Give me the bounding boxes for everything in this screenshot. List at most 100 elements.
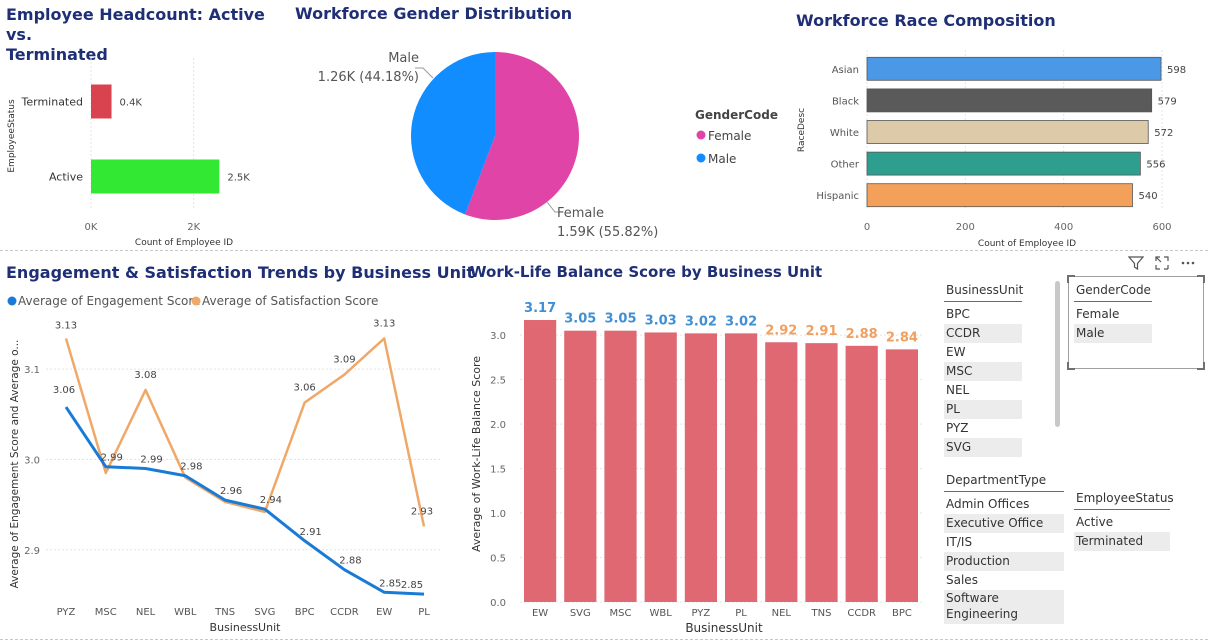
bar <box>866 56 1162 81</box>
y-axis-title: Average of Engagement Score and Average … <box>9 340 21 589</box>
gender-title: Workforce Gender Distribution <box>295 4 573 23</box>
data-label: 2.85 <box>379 578 401 589</box>
bar <box>564 330 597 602</box>
gender-code-item-label: Female <box>1076 307 1120 321</box>
data-label: 2.92 <box>765 323 797 338</box>
engagement-title: Engagement & Satisfaction Trends by Busi… <box>6 263 475 282</box>
department-type-slicer-header: DepartmentType <box>944 473 1064 492</box>
frame-corner <box>1197 362 1205 370</box>
bar <box>725 333 758 602</box>
gender-slicer-frame <box>1067 275 1205 370</box>
legend-marker <box>191 296 201 306</box>
legend-item: Female <box>708 129 751 143</box>
gender-code-item-label: Male <box>1076 326 1105 340</box>
frame-corner <box>1197 275 1205 283</box>
data-label: 2.84 <box>886 330 918 345</box>
x-tick-label: BPC <box>295 607 315 618</box>
focus-mode-icon[interactable] <box>1154 255 1170 271</box>
data-label: 2.93 <box>411 506 433 517</box>
data-label: 598 <box>1167 65 1186 76</box>
filter-icon[interactable] <box>1128 255 1144 271</box>
y-axis-title: Average of Work-Life Balance Score <box>470 356 483 552</box>
business-unit-item[interactable]: SVG <box>944 438 1022 457</box>
x-tick-label: WBL <box>650 608 673 619</box>
bar <box>524 320 557 602</box>
department-type-item[interactable]: Executive Office <box>944 514 1064 533</box>
y-tick-label: Terminated <box>21 96 84 109</box>
bar <box>684 333 717 602</box>
y-tick-label: White <box>830 128 859 139</box>
business-unit-slicer: BusinessUnit BPC CCDR EW MSC NEL PL PYZ SVG <box>944 283 1023 457</box>
department-type-item[interactable]: Production <box>944 552 1064 571</box>
gender-code-item[interactable]: Female <box>1074 305 1152 324</box>
x-tick-label: CCDR <box>847 608 876 619</box>
employee-status-slicer-header: EmployeeStatus <box>1074 491 1174 510</box>
data-label: 2.91 <box>300 527 322 538</box>
data-label: 2.99 <box>101 453 123 464</box>
bar <box>91 159 220 194</box>
headcount-title-line1: Employee Headcount: Active vs. <box>6 5 265 44</box>
gender-code-item[interactable]: Male <box>1074 324 1152 343</box>
data-label: 3.05 <box>564 312 596 327</box>
x-tick-label: SVG <box>570 608 591 619</box>
y-tick-label: 2.5 <box>490 376 506 387</box>
more-options-icon[interactable] <box>1180 255 1196 271</box>
department-type-item[interactable]: Software Engineering <box>944 590 1064 624</box>
business-unit-item-label: SVG <box>946 440 972 454</box>
department-type-item-label: IT/IS <box>946 535 973 549</box>
department-type-item-label: Software Engineering <box>946 591 1018 621</box>
x-tick-label: TNS <box>214 607 235 618</box>
y-tick-label: Active <box>49 171 83 184</box>
x-tick-label: PYZ <box>57 607 76 618</box>
data-label: 556 <box>1146 160 1165 171</box>
business-unit-item-label: PYZ <box>946 421 969 435</box>
x-tick-label: 600 <box>1152 222 1171 233</box>
bar <box>765 342 798 602</box>
bar <box>866 151 1141 176</box>
business-unit-scrollbar[interactable] <box>1055 281 1060 427</box>
bar <box>866 183 1133 208</box>
bar <box>885 349 918 602</box>
gender-pie-chart: Male 1.26K (44.18%) Female 1.59K (55.82%) Ge… <box>318 51 778 240</box>
y-tick-label: 2.0 <box>490 420 506 431</box>
x-axis-title: BusinessUnit <box>685 621 763 635</box>
department-type-item[interactable]: Admin Offices <box>944 495 1064 514</box>
department-type-item-label: Executive Office <box>946 516 1044 530</box>
employee-status-item[interactable]: Terminated <box>1074 532 1170 551</box>
y-tick-label: 2.9 <box>24 546 40 557</box>
legend-item: Male <box>708 152 736 166</box>
x-tick-label: EW <box>532 608 548 619</box>
department-type-item[interactable]: IT/IS <box>944 533 1064 552</box>
y-tick-label: 0.5 <box>490 554 506 565</box>
legend-marker <box>696 130 706 140</box>
employee-status-item[interactable]: Active <box>1074 513 1170 532</box>
department-type-item[interactable]: Sales <box>944 571 1064 590</box>
bar <box>845 345 878 602</box>
race-chart: 0 200 400 600 Asian 598 Black 579 White 572 Other 5… <box>797 50 1186 249</box>
data-label: 3.13 <box>373 318 395 329</box>
business-unit-item[interactable]: NEL <box>944 381 1022 400</box>
x-tick-label: BPC <box>892 608 912 619</box>
leader-line <box>415 67 434 79</box>
y-tick-label: 3.0 <box>24 455 40 466</box>
pie-slice-female <box>465 52 579 220</box>
x-tick-label: 0 <box>864 222 870 233</box>
headcount-title: Employee Headcount: Active vs. Terminate… <box>6 5 286 65</box>
x-axis-title: Count of Employee ID <box>978 239 1076 249</box>
pie-label-name: Female <box>557 206 604 221</box>
business-unit-item-label: MSC <box>946 364 973 378</box>
business-unit-item[interactable]: BPC <box>944 305 1022 324</box>
business-unit-item[interactable]: CCDR <box>944 324 1022 343</box>
business-unit-item[interactable]: EW <box>944 343 1022 362</box>
y-tick-label: 3.0 <box>490 331 506 342</box>
data-label: 3.02 <box>725 314 757 329</box>
business-unit-item[interactable]: PL <box>944 400 1022 419</box>
business-unit-item[interactable]: PYZ <box>944 419 1022 438</box>
data-label: 2.98 <box>180 462 202 473</box>
x-axis-title: Count of Employee ID <box>135 238 233 248</box>
data-label: 3.03 <box>645 313 677 328</box>
business-unit-item[interactable]: MSC <box>944 362 1022 381</box>
bar <box>866 88 1153 113</box>
data-label: 3.09 <box>333 355 355 366</box>
x-tick-label: 400 <box>1054 222 1073 233</box>
